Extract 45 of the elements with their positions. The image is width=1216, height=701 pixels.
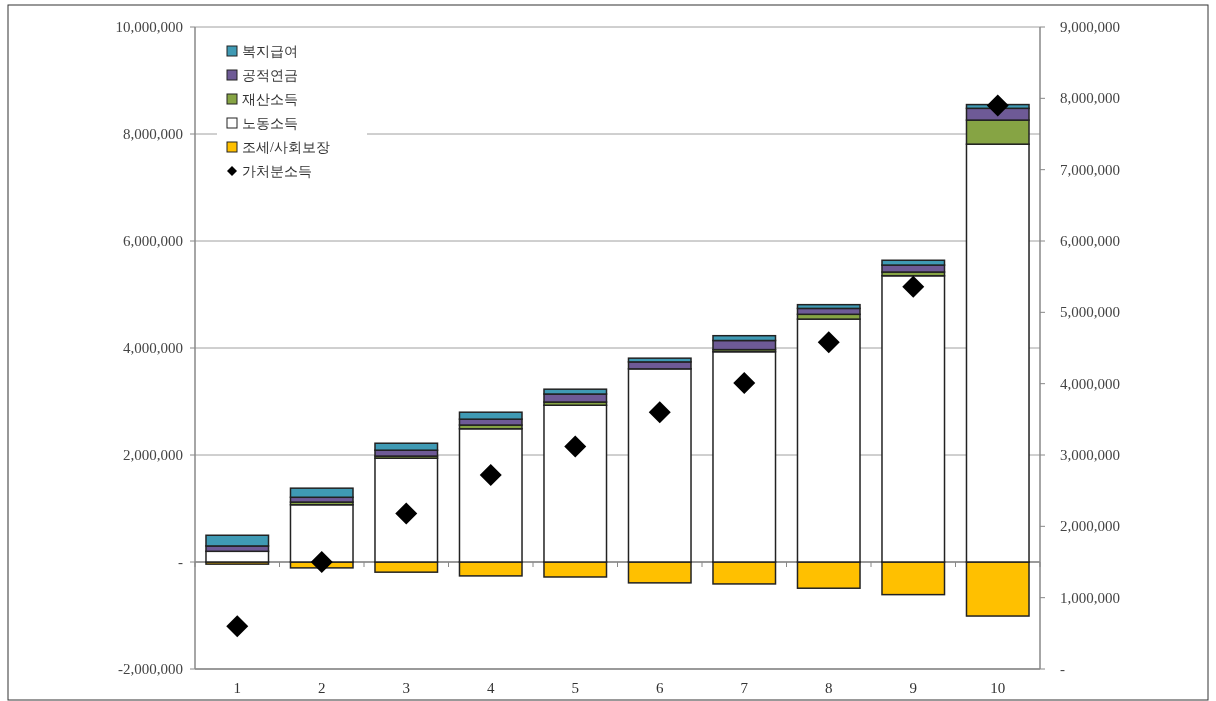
y-tick-label: -2,000,000 [118, 661, 183, 677]
y-tick-label: 4,000,000 [123, 340, 183, 356]
x-tick-label: 8 [825, 680, 833, 696]
bar [205, 550, 270, 563]
y-tick-label: - [178, 554, 183, 570]
legend-label: 공적연금 [242, 68, 298, 83]
point [564, 435, 587, 458]
y-tick-label: 10,000,000 [115, 19, 183, 35]
y2-tick-label: 8,000,000 [1060, 90, 1120, 107]
legend-label: 복지급여 [242, 44, 298, 59]
point [310, 551, 333, 573]
y2-tick-label: 4,000,000 [1060, 375, 1120, 392]
point [986, 94, 1009, 117]
point [902, 275, 925, 298]
y-tick-label: 6,000,000 [123, 233, 183, 249]
y2-tick-label: 5,000,000 [1060, 304, 1120, 321]
point [648, 401, 671, 424]
x-tick-label: 7 [740, 680, 749, 696]
point [479, 463, 502, 486]
x-tick-label: 1 [233, 680, 241, 696]
bar [289, 487, 354, 499]
y2-tick-label: 7,000,000 [1060, 161, 1120, 178]
y2-tick-label: 2,000,000 [1060, 518, 1120, 535]
y2-tick-label: 1,000,000 [1060, 589, 1120, 606]
y-tick-label: 8,000,000 [123, 126, 183, 142]
point [395, 502, 418, 525]
legend-label: 조세/사회보장 [242, 140, 330, 155]
legend-label: 노동소득 [242, 116, 298, 131]
legend-label: 가처분소득 [242, 164, 312, 179]
x-tick-label: 3 [402, 680, 410, 696]
point [817, 331, 840, 354]
point [733, 371, 756, 394]
x-tick-label: 9 [909, 680, 917, 696]
point [226, 615, 249, 638]
x-tick-label: 10 [990, 680, 1006, 696]
x-tick-label: 4 [487, 680, 495, 696]
x-tick-label: 5 [571, 680, 579, 696]
y2-tick-label: 3,000,000 [1060, 447, 1120, 463]
y2-tick-label: 9,000,000 [1060, 19, 1120, 35]
y2-tick-label: 6,000,000 [1060, 233, 1120, 249]
y2-tick-label: - [1060, 661, 1065, 677]
x-tick-label: 2 [318, 680, 326, 696]
legend-label: 재산소득 [242, 92, 298, 107]
x-tick-label: 6 [656, 680, 664, 696]
y-tick-label: 2,000,000 [123, 447, 183, 463]
